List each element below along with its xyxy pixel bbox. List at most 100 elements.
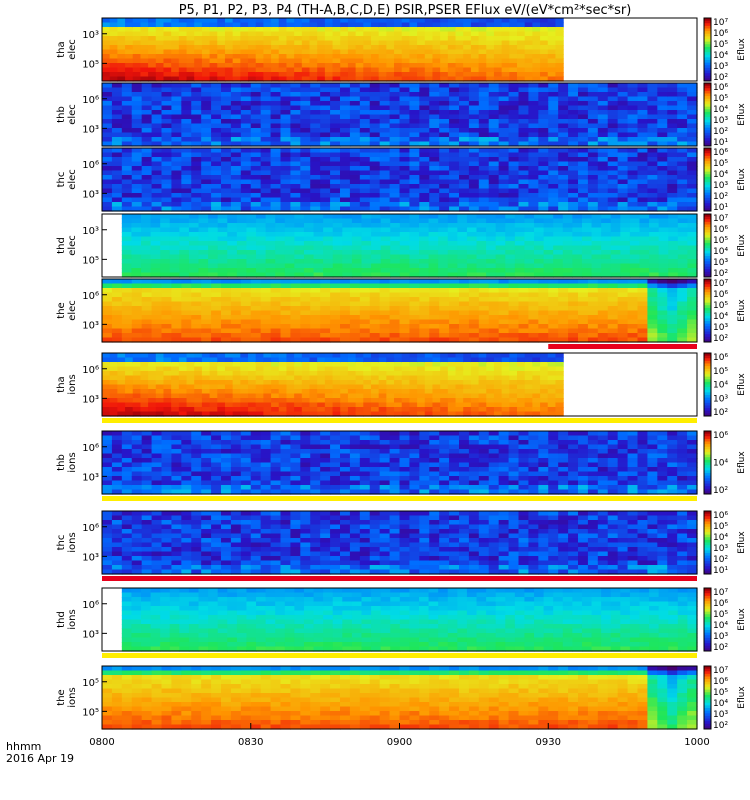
heatmap-cell [340, 324, 351, 330]
heatmap-cell [439, 337, 450, 343]
heatmap-cell [449, 119, 460, 125]
heatmap-cell [191, 161, 202, 167]
heatmap-cell [131, 152, 143, 158]
heatmap-cell [178, 40, 188, 46]
heatmap-cell [380, 241, 391, 247]
heatmap-cell [340, 393, 349, 399]
heatmap-cell [310, 137, 321, 143]
heatmap-cell [260, 279, 272, 285]
heatmap-cell [186, 411, 195, 417]
heatmap-cell [221, 137, 232, 143]
heatmap-cell [568, 337, 579, 343]
heatmap-cell [627, 166, 639, 172]
heatmap-cell [330, 202, 341, 208]
heatmap-cell [620, 259, 631, 265]
heatmap-cell [538, 110, 549, 116]
heatmap-cell [310, 92, 321, 98]
heatmap-cell [332, 72, 341, 78]
heatmap-cell [498, 283, 510, 289]
heatmap-cell [607, 301, 619, 307]
heatmap-cell [578, 132, 589, 138]
heatmap-cell [617, 206, 629, 212]
heatmap-cell [310, 328, 321, 334]
heatmap-cell [191, 105, 202, 111]
heatmap-cell [468, 119, 480, 125]
heatmap-cell [417, 31, 426, 37]
heatmap-cell [201, 148, 212, 154]
heatmap-cell [201, 22, 211, 28]
heatmap-cell [409, 49, 418, 55]
heatmap-cell [637, 202, 649, 208]
heatmap-cell [409, 22, 418, 28]
heatmap-cell [459, 202, 470, 208]
heatmap-cell [280, 87, 292, 93]
heatmap-cell [301, 58, 311, 64]
heatmap-cell [677, 214, 689, 220]
heatmap-cell [332, 411, 341, 417]
heatmap-cell [263, 31, 272, 37]
heatmap-cell [629, 259, 641, 265]
heatmap-cell [538, 324, 549, 330]
heatmap-cell [399, 87, 411, 93]
heatmap-cell [363, 18, 372, 24]
heatmap-cell [186, 393, 195, 399]
heatmap-cell [627, 137, 639, 143]
heatmap-cell [378, 49, 387, 55]
heatmap-cell [439, 179, 450, 185]
heatmap-cell [449, 132, 460, 138]
heatmap-cell [627, 141, 639, 147]
heatmap-cell [543, 268, 554, 274]
heatmap-cell [587, 319, 599, 325]
heatmap-cell [505, 263, 516, 269]
heatmap-cell [102, 101, 113, 107]
heatmap-cell [379, 148, 391, 154]
heatmap-cell [578, 87, 589, 93]
heatmap-cell [250, 137, 262, 143]
heatmap-cell [389, 83, 401, 89]
heatmap-cell [687, 279, 698, 285]
heatmap-cell [171, 380, 180, 386]
heatmap-cell [230, 148, 242, 154]
heatmap-cell [647, 110, 658, 116]
heatmap-cell [290, 119, 301, 125]
heatmap-cell [667, 310, 678, 316]
heatmap-cell [278, 76, 288, 82]
heatmap-cell [379, 297, 391, 303]
heatmap-cell [191, 292, 202, 298]
heatmap-cell [359, 288, 371, 294]
heatmap-cell [637, 87, 649, 93]
heatmap-cell [637, 132, 649, 138]
heatmap-cell [286, 45, 295, 51]
heatmap-cell [132, 389, 142, 395]
heatmap-cell [439, 114, 450, 120]
heatmap-cell [260, 128, 272, 134]
heatmap-cell [317, 371, 326, 377]
heatmap-cell [324, 398, 334, 404]
heatmap-cell [125, 67, 134, 73]
heatmap-cell [428, 268, 439, 274]
heatmap-cell [548, 101, 559, 107]
heatmap-cell [478, 87, 490, 93]
heatmap-cell [332, 31, 341, 37]
colorbar-segment [704, 269, 711, 273]
heatmap-cell [317, 353, 326, 359]
heatmap-cell [578, 148, 589, 154]
heatmap-cell [486, 227, 497, 233]
heatmap-cell [132, 366, 142, 372]
heatmap-cell [498, 161, 510, 167]
heatmap-cell [428, 254, 439, 260]
heatmap-cell [578, 297, 589, 303]
heatmap-cell [424, 18, 434, 24]
heatmap-cell [150, 214, 161, 220]
heatmap-cell [518, 333, 530, 339]
heatmap-cell [370, 27, 380, 33]
heatmap-cell [310, 279, 321, 285]
heatmap-cell [386, 407, 395, 413]
heatmap-cell [181, 188, 192, 194]
heatmap-cell [447, 227, 458, 233]
heatmap-cell [581, 254, 593, 260]
heatmap-cell [323, 227, 334, 233]
heatmap-cell [587, 152, 599, 158]
heatmap-cell [178, 353, 188, 359]
heatmap-cell [171, 411, 180, 417]
